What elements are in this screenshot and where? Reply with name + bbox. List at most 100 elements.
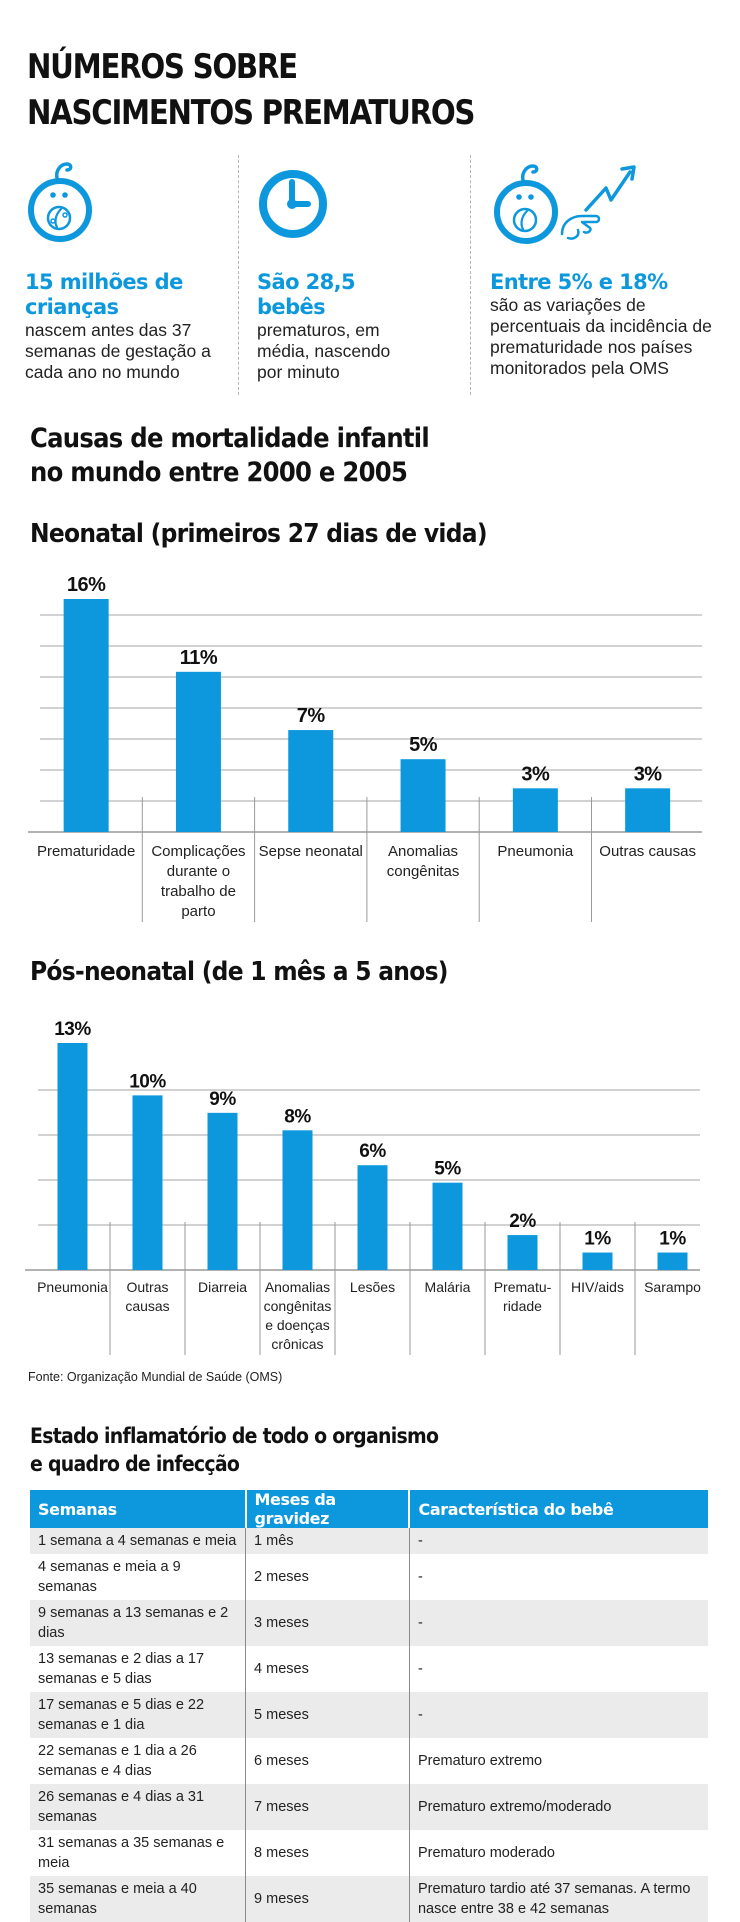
data-label: 3%	[521, 763, 550, 785]
bar	[288, 730, 334, 832]
cell-weeks: 4 semanas e meia a 9 semanas	[38, 1559, 181, 1595]
category-label: durante o	[167, 863, 230, 880]
cell-characteristic: -	[408, 1554, 708, 1600]
category-label: Outras	[126, 1279, 168, 1295]
bar	[57, 1043, 88, 1270]
baby-icon	[28, 162, 92, 242]
table-row: 13 semanas e 2 dias a 17 semanas e 5 dia…	[30, 1646, 708, 1692]
stat-body: nascem antes das 37 semanas de gestação …	[25, 320, 211, 382]
cell-months: 1 mês	[245, 1528, 410, 1554]
cell-weeks: 22 semanas e 1 dia a 26 semanas e 4 dias	[38, 1743, 197, 1779]
data-label: 7%	[297, 705, 326, 727]
bar	[657, 1252, 688, 1270]
data-label: 5%	[409, 734, 438, 756]
source-note: Fonte: Organização Mundial de Saúde (OMS…	[28, 1370, 283, 1384]
table-row: 17 semanas e 5 dias e 22 semanas e 1 dia…	[30, 1692, 708, 1738]
baby-trend-icon	[494, 164, 636, 244]
category-label: congênitas	[264, 1298, 332, 1314]
cell-characteristic: Prematuro extremo	[408, 1738, 708, 1784]
stat-headline: Entre 5% e 18%	[490, 270, 668, 294]
data-label: 10%	[129, 1071, 166, 1092]
neonatal-chart-title: Neonatal (primeiros 27 dias de vida)	[30, 519, 488, 549]
cell-months: 4 meses	[245, 1646, 410, 1692]
category-label: causas	[125, 1298, 169, 1314]
bar	[582, 1252, 613, 1270]
cell-months: 5 meses	[245, 1692, 410, 1738]
cell-characteristic: Prematuro tardio até 37 semanas. A termo…	[408, 1876, 708, 1922]
bar	[282, 1130, 313, 1270]
category-label: Malária	[425, 1279, 471, 1295]
stat-incidence: Entre 5% e 18% são as variações de perce…	[490, 270, 720, 379]
data-label: 2%	[509, 1211, 536, 1232]
category-label: Lesões	[350, 1279, 395, 1295]
table-title-line2: e quadro de infecção	[30, 1452, 240, 1476]
category-label: Prematuridade	[37, 843, 135, 860]
table-row: 9 semanas a 13 semanas e 2 dias 3 meses -	[30, 1600, 708, 1646]
category-label: Pneumonia	[37, 1279, 108, 1295]
cell-characteristic: Prematuro moderado	[408, 1830, 708, 1876]
table-title: Estado inflamatório de todo o organismo …	[30, 1422, 439, 1478]
data-label: 3%	[634, 763, 663, 785]
category-label: parto	[181, 903, 215, 920]
stat-headline: 15 milhões de crianças	[25, 270, 183, 319]
category-label: Complicações	[151, 843, 245, 860]
category-label: congênitas	[387, 863, 460, 880]
data-label: 1%	[659, 1229, 686, 1250]
gestation-table: Semanas Meses da gravidez Característica…	[30, 1490, 708, 1922]
postneonatal-chart: 13% Pneumonia 10% Outras causas 9% Diarreia 8% A…	[25, 1019, 701, 1355]
table-row: 1 semana a 4 semanas e meia 1 mês -	[30, 1528, 708, 1554]
category-label: crônicas	[271, 1336, 323, 1352]
bar	[63, 599, 109, 832]
stat-icons	[28, 162, 636, 244]
category-label: e doenças	[265, 1317, 330, 1333]
category-label: Outras causas	[599, 843, 696, 860]
data-label: 11%	[180, 647, 218, 669]
stat-divider	[238, 155, 239, 395]
bar	[432, 1182, 463, 1270]
cell-months: 9 meses	[245, 1876, 410, 1922]
stat-body: prematuros, em média, nascendo por minut…	[257, 320, 391, 382]
cell-characteristic: -	[408, 1528, 708, 1554]
category-label: Prematu-	[494, 1279, 552, 1295]
category-label: ridade	[503, 1298, 542, 1314]
cell-characteristic: -	[408, 1646, 708, 1692]
column-header-months: Meses da gravidez	[244, 1490, 410, 1528]
neonatal-chart: 16% Prematuridade 11% Complicações durante o…	[28, 574, 702, 922]
bar	[400, 759, 446, 832]
data-label: 9%	[209, 1089, 236, 1110]
cell-weeks: 9 semanas a 13 semanas e 2 dias	[30, 1600, 246, 1646]
cell-weeks: 26 semanas e 4 dias a 31 semanas	[30, 1784, 246, 1830]
cell-characteristic: Prematuro extremo/moderado	[408, 1784, 708, 1830]
table-row: 26 semanas e 4 dias a 31 semanas 7 meses P…	[30, 1784, 708, 1830]
category-label: Anomalias	[265, 1279, 330, 1295]
cell-months: 3 meses	[245, 1600, 410, 1646]
data-label: 1%	[584, 1229, 611, 1250]
table-title-line1: Estado inflamatório de todo o organismo	[30, 1424, 439, 1448]
category-label: Pneumonia	[497, 843, 574, 860]
data-label: 8%	[284, 1106, 311, 1127]
stat-body: são as variações de percentuais da incid…	[490, 295, 712, 378]
bar	[625, 788, 671, 832]
table-row: 4 semanas e meia a 9 semanas 2 meses -	[30, 1554, 708, 1600]
page-title: NÚMEROS SOBRE NASCIMENTOS PREMATUROS	[27, 44, 475, 136]
stat-divider	[470, 155, 471, 395]
mortality-title: Causas de mortalidade infantil no mundo …	[30, 422, 430, 490]
cell-weeks: 13 semanas e 2 dias a 17 semanas e 5 dia…	[38, 1651, 205, 1687]
data-label: 5%	[434, 1159, 461, 1180]
cell-weeks: 1 semana a 4 semanas e meia	[30, 1528, 246, 1554]
table-row: 22 semanas e 1 dia a 26 semanas e 4 dias…	[30, 1738, 708, 1784]
bar	[357, 1165, 388, 1270]
cell-characteristic: -	[408, 1692, 708, 1738]
cell-months: 2 meses	[245, 1554, 410, 1600]
column-header-characteristic: Característica do bebê	[408, 1490, 708, 1528]
cell-weeks: 17 semanas e 5 dias e 22 semanas e 1 dia	[30, 1692, 246, 1738]
stat-per-minute: São 28,5 bebês prematuros, em média, nas…	[257, 270, 417, 383]
category-label: Sepse neonatal	[259, 843, 363, 860]
data-label: 6%	[359, 1141, 386, 1162]
cell-months: 8 meses	[245, 1830, 410, 1876]
stat-births: 15 milhões de crianças nascem antes das …	[25, 270, 230, 383]
clock-icon	[259, 170, 327, 238]
page-title-line2: NASCIMENTOS PREMATUROS	[27, 93, 475, 133]
bar	[512, 788, 558, 832]
table-header-row: Semanas Meses da gravidez Característica…	[30, 1490, 708, 1528]
